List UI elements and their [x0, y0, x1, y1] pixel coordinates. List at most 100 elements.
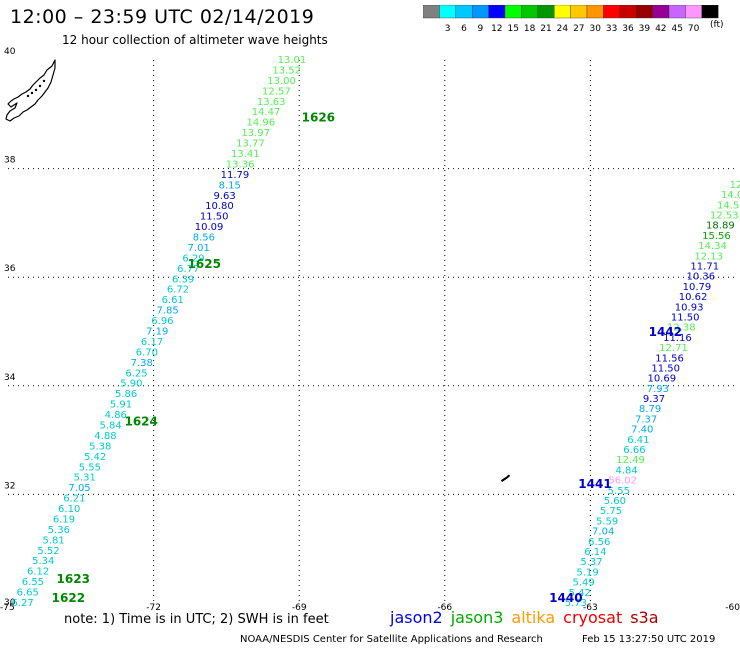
wave-height-value: 8.79: [639, 404, 661, 415]
wave-height-value: 5.86: [115, 389, 137, 400]
wave-height-value: 14.34: [698, 241, 727, 252]
wave-height-value: 7.85: [156, 306, 178, 317]
page-subtitle: 12 hour collection of altimeter wave hei…: [62, 33, 328, 47]
wave-height-value: 12.49: [616, 455, 645, 466]
wave-height-value: 6.61: [162, 295, 184, 306]
page-title: 12:00 – 23:59 UTC 02/14/2019: [10, 6, 315, 28]
longitude-tick-label: -69: [292, 603, 307, 612]
legend-item-jason2: jason2: [390, 608, 443, 627]
wave-height-value: 6.55: [22, 577, 44, 588]
coastline-island: [30, 91, 34, 95]
wave-height-value: 11.79: [221, 170, 250, 181]
color-swatch-label: 15: [507, 24, 518, 34]
wave-height-value: 11.71: [690, 261, 719, 272]
wave-height-value: 5.37: [580, 557, 602, 568]
satellite-legend: jason2 jason3 altika cryosat s3a: [390, 608, 667, 627]
wave-height-value: 6.66: [623, 445, 645, 456]
color-swatch-label: 27: [573, 24, 584, 34]
wave-height-value: 5.75: [600, 506, 622, 517]
legend-item-s3a: s3a: [630, 608, 659, 627]
latitude-tick-label: 40: [4, 47, 16, 57]
longitude-tick-label: -63: [583, 603, 598, 612]
latitude-tick-label: 30: [4, 598, 16, 608]
wave-height-value: 10.93: [675, 302, 704, 313]
coastline-island: [42, 79, 46, 83]
wave-height-value: 14.47: [252, 107, 281, 118]
wave-height-value: 6.96: [151, 316, 173, 327]
wave-height-value: 6.72: [167, 285, 189, 296]
color-swatch-label: 6: [461, 24, 467, 34]
wave-height-value: 5.31: [74, 473, 96, 484]
coastline-island: [34, 88, 38, 92]
wave-height-value: 7.37: [635, 414, 657, 425]
wave-height-value: 5.36: [48, 525, 70, 536]
wave-height-value: 13.36: [226, 159, 255, 170]
wave-height-value: 9.37: [643, 394, 665, 405]
color-swatch-label: 45: [671, 24, 682, 34]
wave-height-value: 10.36: [687, 272, 716, 283]
wave-height-value: 10.09: [195, 222, 224, 233]
wave-height-value: 5.60: [604, 496, 626, 507]
wave-height-value: 6.65: [17, 588, 39, 599]
coastline-island: [38, 84, 42, 88]
wave-height-value: 6.77: [177, 264, 199, 275]
wave-height-value: 5.55: [608, 486, 630, 497]
wave-height-value: 7.04: [592, 527, 614, 538]
wave-height-value: 9.63: [213, 191, 235, 202]
wave-height-value: 10.79: [683, 282, 712, 293]
longitude-tick-label: -60: [725, 603, 740, 612]
wave-height-value: 11.16: [663, 333, 692, 344]
bermuda-island: [500, 474, 511, 482]
wave-height-value: 6.70: [136, 347, 158, 358]
pass-time-label: 1624: [124, 415, 157, 429]
wave-height-value: 7.01: [188, 243, 210, 254]
wave-height-value: 11.56: [655, 353, 684, 364]
longitude-tick-label: -66: [437, 603, 452, 612]
pass-time-label: 1622: [52, 591, 85, 605]
wave-height-value: 8.56: [193, 233, 215, 244]
wave-height-value: 13.00: [267, 76, 296, 87]
pass-time-label: 1626: [302, 110, 335, 124]
wave-height-value: 13.41: [231, 149, 260, 160]
color-swatch-label: 30: [589, 24, 601, 34]
track-west: 6.276.656.556.125.345.525.815.366.196.10…: [11, 55, 306, 609]
wave-height-value: 12.53: [710, 210, 739, 221]
wave-height-value: 10.80: [205, 201, 234, 212]
note-text: note: 1) Time is in UTC; 2) SWH is in fe…: [64, 612, 329, 627]
wave-height-value: 4.88: [94, 431, 116, 442]
legend-item-jason3: jason3: [450, 608, 504, 627]
wave-height-value: 5.42: [84, 452, 106, 463]
color-swatch-label: 18: [524, 24, 536, 34]
wave-height-value: 6.29: [182, 253, 204, 264]
wave-height-value: 5.81: [43, 535, 65, 546]
wave-height-value: 6.14: [584, 547, 606, 558]
latitude-tick-label: 36: [4, 264, 16, 274]
coastline-island: [26, 94, 30, 98]
wave-height-value: 5.84: [99, 420, 121, 431]
color-swatch-label: 12: [491, 24, 502, 34]
wave-height-map: -75 -72 -69 -66 -63 -604038363432306.276.656.…: [0, 47, 740, 612]
wave-height-value: 7.05: [68, 483, 90, 494]
wave-height-value: 5.19: [576, 567, 598, 578]
wave-height-value: 11.50: [671, 312, 700, 323]
wave-height-value: 6.10: [58, 504, 80, 515]
pass-time-label: 1625: [188, 257, 221, 271]
wave-height-value: 4.84: [615, 465, 637, 476]
wave-height-value: 5.55: [79, 462, 101, 473]
latitude-tick-label: 32: [4, 481, 15, 491]
wave-height-value: 6.25: [125, 368, 147, 379]
wave-height-value: 13.52: [272, 65, 301, 76]
pass-time-label: 1442: [649, 325, 682, 339]
wave-height-value: 5.49: [573, 578, 595, 589]
wave-height-value: 12.38: [667, 323, 696, 334]
wave-height-value: 5.38: [89, 441, 111, 452]
wave-height-value: 5.34: [32, 556, 54, 567]
wave-height-value: 14.0: [721, 190, 740, 201]
latitude-tick-label: 38: [4, 156, 16, 166]
wave-height-value: 5.42: [569, 588, 591, 599]
wave-height-value: 13.01: [278, 55, 307, 66]
pass-time-label: 1441: [578, 477, 611, 491]
color-swatch-label: 9: [478, 24, 484, 34]
wave-height-value: 5.59: [596, 516, 618, 527]
color-swatch-label: 36: [622, 24, 634, 34]
